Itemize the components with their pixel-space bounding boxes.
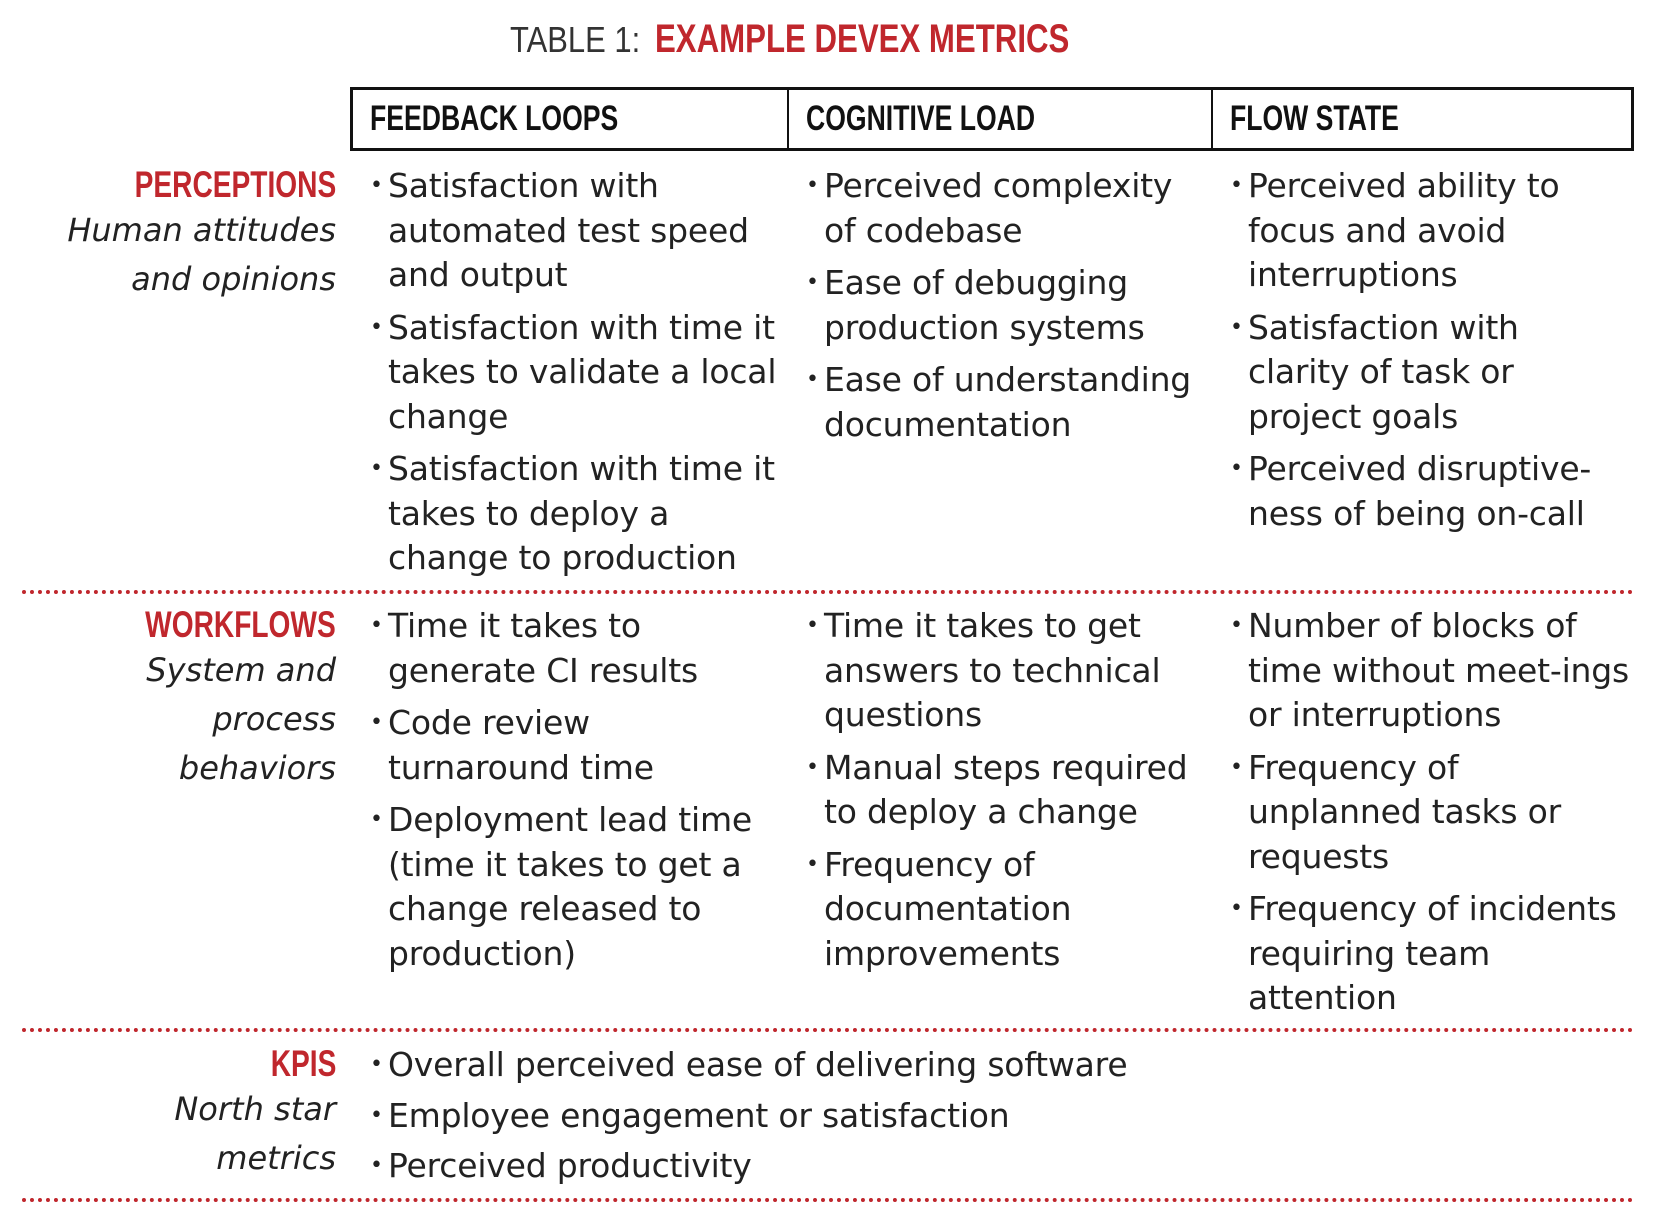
row-heading: KPIS <box>270 1043 336 1084</box>
row-sublabel: and opinions <box>131 260 336 298</box>
list-item: Perceived ability to focus and avoid int… <box>1230 164 1630 298</box>
table-title-main: EXAMPLE DEVEX METRICS <box>655 17 1070 61</box>
column-header-cognitive-load: COGNITIVE LOAD <box>789 90 1213 148</box>
list-item: Time it takes to get answers to technica… <box>806 604 1206 738</box>
cell-perceptions-cognitive-load: Perceived complexity of codebase Ease of… <box>806 164 1206 455</box>
cell-workflows-cognitive-load: Time it takes to get answers to technica… <box>806 604 1206 984</box>
list-item: Frequency of unplanned tasks or requests <box>1230 746 1630 880</box>
list-item: Code review turnaround time <box>370 701 778 790</box>
row-sublabel: Human attitudes <box>67 211 336 249</box>
list-item: Satisfaction with clarity of task or pro… <box>1230 306 1630 440</box>
cell-workflows-flow-state: Number of blocks of time without meet-in… <box>1230 604 1630 1029</box>
table-title: TABLE 1: EXAMPLE DEVEX METRICS <box>510 14 1187 64</box>
list-item: Frequency of incidents requiring team at… <box>1230 887 1630 1021</box>
list-item: Perceived productivity <box>370 1144 1570 1189</box>
cell-kpis: Overall perceived ease of delivering sof… <box>370 1043 1570 1195</box>
row-sublabel: process <box>212 700 336 738</box>
list-item: Number of blocks of time without meet-in… <box>1230 604 1630 738</box>
row-label-perceptions: PERCEPTIONS Human attitudes and opinions <box>0 164 336 304</box>
row-heading: PERCEPTIONS <box>134 164 336 205</box>
list-item: Deployment lead time (time it takes to g… <box>370 798 778 976</box>
list-item: Satisfaction with time it takes to valid… <box>370 306 778 440</box>
column-header-row: FEEDBACK LOOPS COGNITIVE LOAD FLOW STATE <box>350 87 1634 151</box>
list-item: Overall perceived ease of delivering sof… <box>370 1043 1570 1088</box>
row-label-kpis: KPIS North star metrics <box>0 1043 336 1183</box>
list-item: Employee engagement or satisfaction <box>370 1094 1570 1139</box>
list-item: Frequency of documentation improvements <box>806 843 1206 977</box>
row-divider <box>22 590 1634 594</box>
cell-perceptions-feedback-loops: Satisfaction with automated test speed a… <box>370 164 778 589</box>
row-divider <box>22 1028 1634 1032</box>
list-item: Ease of debugging production systems <box>806 261 1206 350</box>
list-item: Satisfaction with automated test speed a… <box>370 164 778 298</box>
table-bottom-rule <box>22 1198 1634 1202</box>
column-header-flow-state: FLOW STATE <box>1230 99 1399 138</box>
cell-perceptions-flow-state: Perceived ability to focus and avoid int… <box>1230 164 1630 544</box>
row-heading: WORKFLOWS <box>145 604 336 645</box>
table-title-prefix: TABLE 1: <box>510 19 641 60</box>
row-sublabel: behaviors <box>178 749 336 787</box>
cell-workflows-feedback-loops: Time it takes to generate CI results Cod… <box>370 604 778 984</box>
row-sublabel: System and <box>146 651 336 689</box>
list-item: Perceived complexity of codebase <box>806 164 1206 253</box>
row-sublabel: North star <box>174 1090 336 1128</box>
list-item: Satisfaction with time it takes to deplo… <box>370 447 778 581</box>
list-item: Perceived disruptive-ness of being on-ca… <box>1230 447 1630 536</box>
row-sublabel: metrics <box>216 1139 336 1177</box>
column-header-feedback-loops: FEEDBACK LOOPS <box>353 90 789 148</box>
list-item: Manual steps required to deploy a change <box>806 746 1206 835</box>
row-label-workflows: WORKFLOWS System and process behaviors <box>0 604 336 793</box>
list-item: Time it takes to generate CI results <box>370 604 778 693</box>
list-item: Ease of understanding documentation <box>806 358 1206 447</box>
